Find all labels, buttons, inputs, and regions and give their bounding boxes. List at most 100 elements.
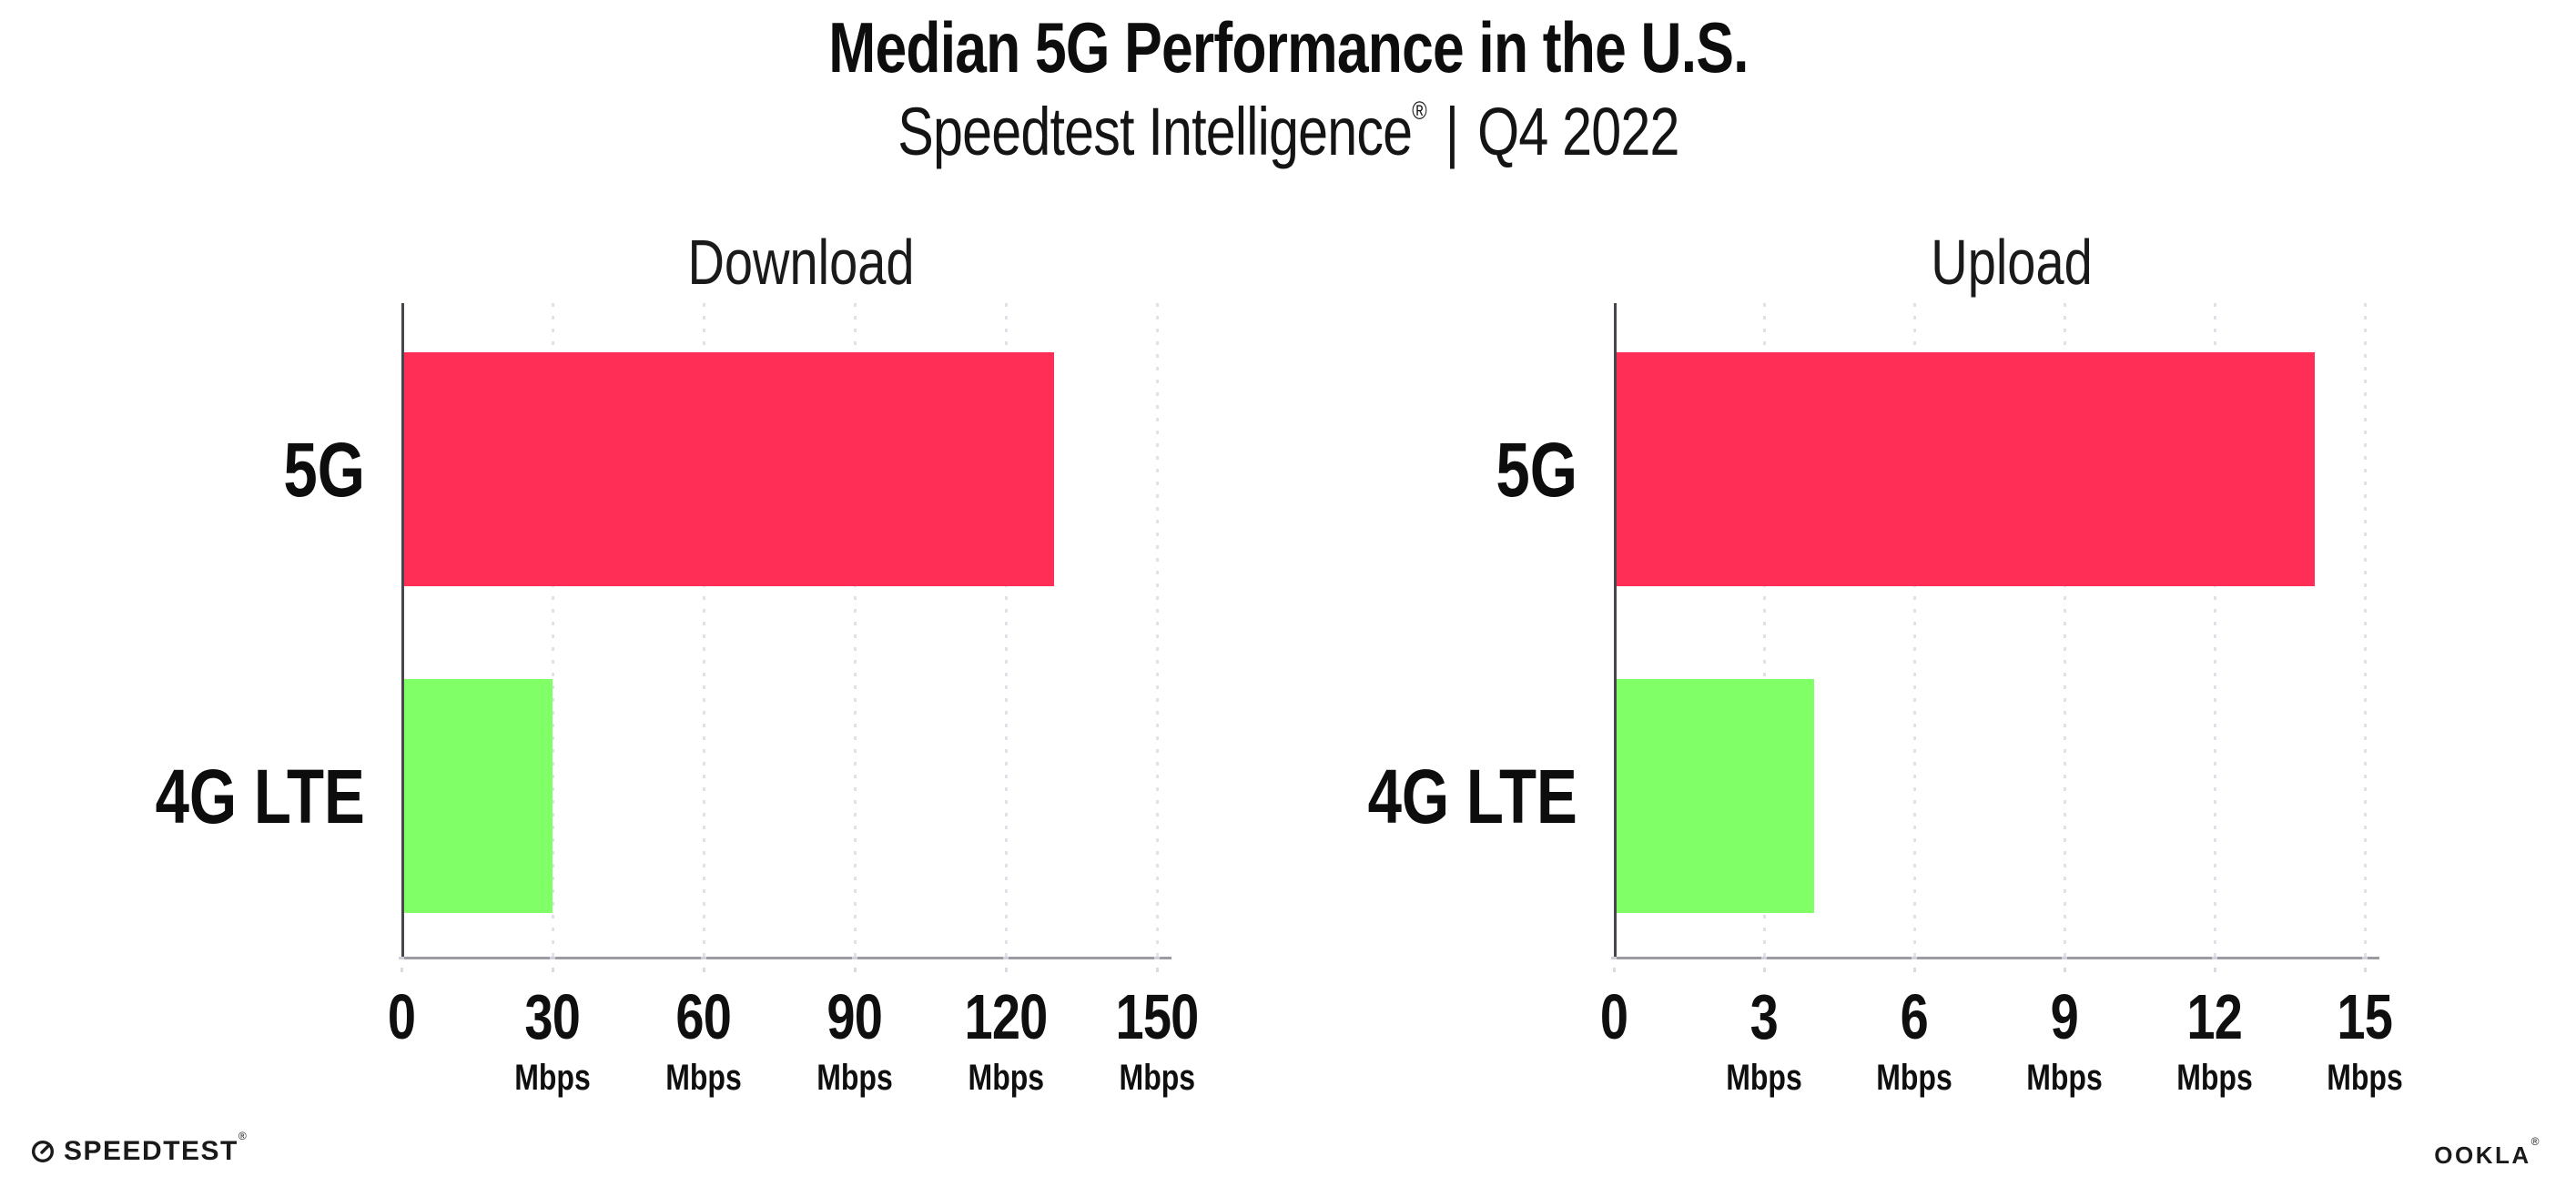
x-tick-label: 0 <box>1597 985 1631 1049</box>
x-tick-unit: Mbps <box>665 1058 742 1098</box>
x-tick-label: 30 Mbps <box>505 985 600 1096</box>
gridline <box>2063 303 2066 959</box>
plot-area-upload <box>1614 303 2367 959</box>
x-tick-label: 0 <box>384 985 419 1049</box>
tick-mark <box>1612 968 1616 972</box>
category-label-5g: 5G <box>263 431 365 508</box>
x-tick-value: 12 <box>2186 981 2243 1052</box>
x-tick-unit: Mbps <box>2327 1058 2403 1098</box>
header: Median 5G Performance in the U.S. Speedt… <box>0 10 2576 170</box>
tick-mark <box>1912 968 1916 972</box>
registered-mark-icon: ® <box>2530 1135 2541 1148</box>
tick-mark <box>1611 957 1617 959</box>
bar-5g <box>404 352 1054 586</box>
x-tick-value: 90 <box>827 981 883 1052</box>
x-tick-label: 150 Mbps <box>1105 985 1209 1096</box>
chart-title-text: Download <box>687 227 915 298</box>
x-tick-label: 9 Mbps <box>2017 985 2112 1096</box>
ookla-logo: OOKLA® <box>2434 1135 2541 1169</box>
plot-area-download <box>401 303 1159 959</box>
tick-mark <box>1155 968 1159 972</box>
gridline <box>1912 303 1916 959</box>
tick-mark <box>1912 957 1917 959</box>
x-tick-unit: Mbps <box>2026 1058 2103 1098</box>
bar-5g <box>1617 352 2315 586</box>
tick-mark <box>550 957 555 959</box>
tick-mark <box>2212 957 2217 959</box>
tick-mark <box>853 968 857 972</box>
category-label-4g-lte: 4G LTE <box>103 758 365 835</box>
x-axis-line <box>401 957 1171 959</box>
x-tick-label: 15 Mbps <box>2317 985 2412 1096</box>
x-tick-value: 0 <box>387 981 416 1052</box>
registered-mark-icon: ® <box>238 1130 248 1142</box>
subtitle-divider: | <box>1445 93 1458 169</box>
speedtest-gauge-icon <box>31 1140 55 1163</box>
x-tick-unit: Mbps <box>2176 1058 2253 1098</box>
x-tick-label: 120 Mbps <box>954 985 1058 1096</box>
category-label-text: 4G LTE <box>155 753 365 839</box>
category-label-5g: 5G <box>1476 431 1577 508</box>
x-tick-unit: Mbps <box>514 1058 591 1098</box>
x-tick-unit: Mbps <box>816 1058 893 1098</box>
tick-mark <box>551 968 554 972</box>
x-tick-value: 9 <box>2050 981 2079 1052</box>
gridline <box>551 303 554 959</box>
x-tick-value: 150 <box>1115 981 1199 1052</box>
tick-mark <box>400 968 403 972</box>
x-tick-value: 15 <box>2337 981 2393 1052</box>
tick-mark <box>2063 968 2066 972</box>
tick-mark <box>852 957 857 959</box>
x-tick-value: 30 <box>524 981 581 1052</box>
category-label-text: 5G <box>283 426 365 512</box>
chart-title-download: Download <box>659 228 942 298</box>
tick-mark <box>1761 957 1767 959</box>
subtitle-brand: Speedtest Intelligence <box>897 93 1413 169</box>
gridline <box>1155 303 1159 959</box>
tick-mark <box>399 957 404 959</box>
y-axis-spine <box>401 303 404 959</box>
gridline <box>1762 303 1766 959</box>
gridline <box>853 303 857 959</box>
x-tick-label: 60 Mbps <box>656 985 751 1096</box>
x-tick-value: 120 <box>964 981 1048 1052</box>
x-tick-unit: Mbps <box>968 1058 1044 1098</box>
tick-mark <box>2362 957 2368 959</box>
subtitle-period: Q4 2022 <box>1476 93 1679 169</box>
category-label-text: 4G LTE <box>1367 753 1577 839</box>
page-subtitle: Speedtest Intelligence® | Q4 2022 <box>0 93 2576 170</box>
x-tick-value: 0 <box>1599 981 1628 1052</box>
x-tick-value: 6 <box>1900 981 1929 1052</box>
gridline <box>2363 303 2367 959</box>
x-axis-line <box>1614 957 2379 959</box>
category-label-text: 5G <box>1496 426 1577 512</box>
gridline <box>1004 303 1008 959</box>
chart-title-upload: Upload <box>1911 228 2113 298</box>
x-tick-unit: Mbps <box>1119 1058 1195 1098</box>
speedtest-logo: SPEEDTEST® <box>31 1130 248 1166</box>
x-tick-label: 12 Mbps <box>2167 985 2262 1096</box>
registered-mark-icon: ® <box>1411 96 1426 125</box>
x-tick-label: 6 Mbps <box>1867 985 1962 1096</box>
tick-mark <box>2213 968 2216 972</box>
tick-mark <box>1004 968 1008 972</box>
category-label-4g-lte: 4G LTE <box>1315 758 1577 835</box>
y-axis-spine <box>1614 303 1617 959</box>
x-tick-unit: Mbps <box>1726 1058 1802 1098</box>
chart-title-text: Upload <box>1930 227 2093 298</box>
tick-mark <box>2062 957 2067 959</box>
gridline <box>2213 303 2216 959</box>
ookla-wordmark: OOKLA® <box>2434 1135 2541 1169</box>
x-tick-value: 3 <box>1749 981 1779 1052</box>
x-tick-value: 60 <box>675 981 732 1052</box>
gridline <box>702 303 705 959</box>
bar-4g-lte <box>404 679 553 913</box>
speedtest-wordmark: SPEEDTEST® <box>64 1130 248 1166</box>
tick-mark <box>2363 968 2367 972</box>
tick-mark <box>1762 968 1766 972</box>
x-tick-label: 3 Mbps <box>1717 985 1811 1096</box>
tick-mark <box>1154 957 1160 959</box>
x-tick-unit: Mbps <box>1876 1058 1952 1098</box>
tick-mark <box>1003 957 1009 959</box>
